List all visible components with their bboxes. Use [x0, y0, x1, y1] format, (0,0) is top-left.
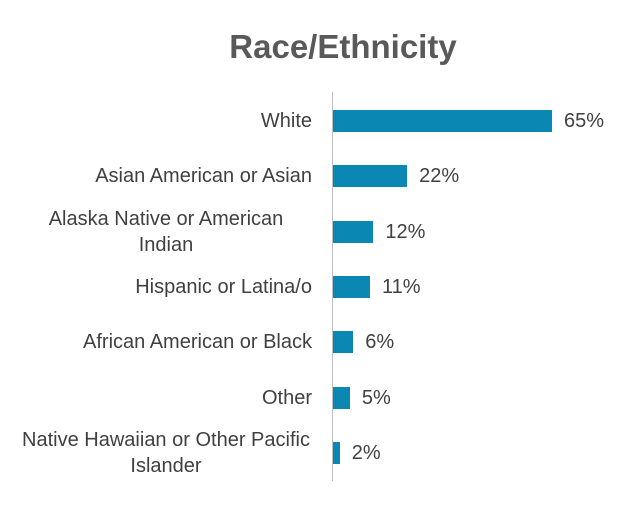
bar: [333, 220, 374, 243]
category-label: Native Hawaiian or Other Pacific Islande…: [22, 428, 310, 477]
category-label-box: Alaska Native or American Indian: [20, 206, 312, 258]
category-label-box: Asian American or Asian: [20, 163, 312, 189]
data-label: 12%: [385, 220, 426, 243]
data-label: 11%: [382, 275, 421, 298]
category-label-box: African American or Black: [20, 329, 312, 355]
bar: [333, 165, 408, 188]
category-label-box: Hispanic or Latina/o: [20, 274, 312, 300]
data-label: 65%: [564, 110, 605, 132]
bar: [333, 386, 350, 409]
bar: [333, 441, 340, 464]
category-label: African American or Black: [83, 331, 312, 354]
bar: [333, 331, 354, 354]
category-label: Other: [261, 386, 312, 409]
bar: [333, 275, 371, 298]
category-label: White: [260, 110, 312, 132]
chart-title: Race/Ethnicity: [229, 28, 457, 65]
category-label-box: White: [20, 108, 312, 134]
data-label: 6%: [365, 331, 395, 354]
category-label: Alaska Native or American Indian: [48, 207, 284, 256]
category-label-box: Other: [20, 385, 312, 411]
bar: [333, 110, 552, 132]
category-label-box: Native Hawaiian or Other Pacific Islande…: [20, 427, 312, 479]
data-label: 22%: [419, 165, 460, 188]
data-label: 5%: [361, 386, 391, 409]
axis-line: [332, 92, 333, 481]
category-label: Asian American or Asian: [95, 165, 312, 188]
category-label: Hispanic or Latina/o: [135, 275, 312, 298]
data-label: 2%: [351, 441, 381, 464]
